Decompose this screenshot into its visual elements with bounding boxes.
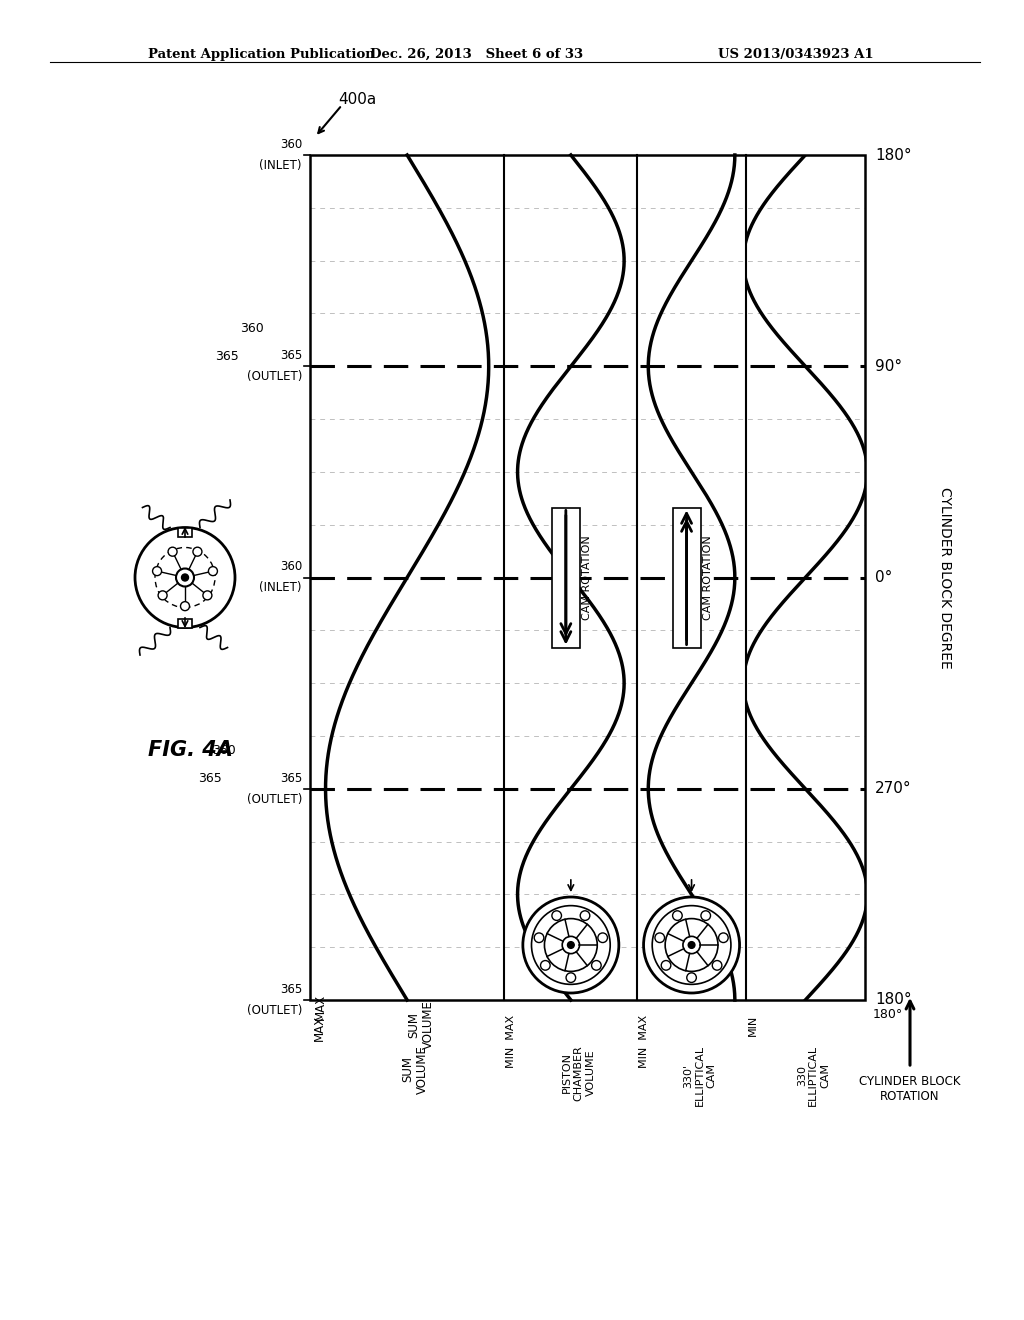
Circle shape xyxy=(181,574,188,581)
Circle shape xyxy=(552,911,561,920)
Text: 180°: 180° xyxy=(874,993,911,1007)
Circle shape xyxy=(673,911,682,920)
Text: (OUTLET): (OUTLET) xyxy=(247,793,302,805)
Circle shape xyxy=(652,906,731,985)
Text: MIN: MIN xyxy=(748,1015,758,1036)
Text: SUM
VOLUME: SUM VOLUME xyxy=(401,1045,429,1094)
Circle shape xyxy=(700,911,711,920)
Circle shape xyxy=(643,898,739,993)
Circle shape xyxy=(655,933,665,942)
Text: Dec. 26, 2013   Sheet 6 of 33: Dec. 26, 2013 Sheet 6 of 33 xyxy=(370,48,583,61)
Circle shape xyxy=(687,973,696,982)
Circle shape xyxy=(176,569,194,586)
Text: 365: 365 xyxy=(215,350,239,363)
Bar xyxy=(673,507,700,648)
Text: 365: 365 xyxy=(280,983,302,997)
Circle shape xyxy=(666,919,718,972)
Circle shape xyxy=(683,936,700,953)
Circle shape xyxy=(180,602,189,611)
Bar xyxy=(552,507,580,648)
Text: 360: 360 xyxy=(212,744,236,758)
Text: 365: 365 xyxy=(280,350,302,362)
Circle shape xyxy=(193,548,202,556)
Text: US 2013/0343923 A1: US 2013/0343923 A1 xyxy=(718,48,873,61)
Text: CYLINDER BLOCK
ROTATION: CYLINDER BLOCK ROTATION xyxy=(859,1074,961,1104)
Circle shape xyxy=(562,936,580,953)
Text: 270°: 270° xyxy=(874,781,911,796)
Text: 360: 360 xyxy=(240,322,264,335)
Text: Patent Application Publication: Patent Application Publication xyxy=(148,48,375,61)
Circle shape xyxy=(523,898,618,993)
Text: (INLET): (INLET) xyxy=(259,158,302,172)
Text: MIN  MAX: MIN MAX xyxy=(639,1015,649,1068)
Circle shape xyxy=(581,911,590,920)
Circle shape xyxy=(688,941,695,948)
Circle shape xyxy=(168,548,177,556)
Text: 400a: 400a xyxy=(338,92,376,107)
Text: MAX: MAX xyxy=(313,1015,326,1041)
Circle shape xyxy=(203,591,212,599)
Text: 365: 365 xyxy=(280,772,302,785)
Circle shape xyxy=(158,591,167,599)
Text: (OUTLET): (OUTLET) xyxy=(247,1005,302,1016)
Text: 180°: 180° xyxy=(873,1008,903,1020)
Circle shape xyxy=(153,566,162,576)
Circle shape xyxy=(719,933,728,942)
Text: 90°: 90° xyxy=(874,359,902,374)
Text: (OUTLET): (OUTLET) xyxy=(247,370,302,383)
Text: 360: 360 xyxy=(280,139,302,150)
Text: 330
ELLIPTICAL
CAM: 330 ELLIPTICAL CAM xyxy=(797,1045,829,1106)
Circle shape xyxy=(713,961,722,970)
Bar xyxy=(178,619,193,627)
Text: CYLINDER BLOCK DEGREE: CYLINDER BLOCK DEGREE xyxy=(938,487,952,668)
Text: 180°: 180° xyxy=(874,148,911,162)
Circle shape xyxy=(592,961,601,970)
Circle shape xyxy=(567,941,574,948)
Bar xyxy=(178,528,193,536)
Text: 0°: 0° xyxy=(874,570,892,585)
Text: PISTON
CHAMBER
VOLUME: PISTON CHAMBER VOLUME xyxy=(562,1045,595,1101)
Circle shape xyxy=(531,906,610,985)
Bar xyxy=(310,154,865,1001)
Circle shape xyxy=(545,919,597,972)
Text: FIG. 4A: FIG. 4A xyxy=(148,741,232,760)
Circle shape xyxy=(535,933,544,942)
Text: CAM ROTATION: CAM ROTATION xyxy=(582,535,592,620)
Circle shape xyxy=(541,961,550,970)
Text: (INLET): (INLET) xyxy=(259,582,302,594)
Text: CAM ROTATION: CAM ROTATION xyxy=(702,535,713,620)
Circle shape xyxy=(598,933,607,942)
Text: MAX: MAX xyxy=(314,994,327,1020)
Text: MIN  MAX: MIN MAX xyxy=(506,1015,516,1068)
Text: 330'
ELLIPTICAL
CAM: 330' ELLIPTICAL CAM xyxy=(683,1045,716,1106)
Text: SUM
VOLUME: SUM VOLUME xyxy=(408,1001,435,1049)
Circle shape xyxy=(566,973,575,982)
Circle shape xyxy=(662,961,671,970)
Circle shape xyxy=(209,566,217,576)
Text: 360: 360 xyxy=(280,561,302,573)
Text: 365: 365 xyxy=(198,772,222,785)
